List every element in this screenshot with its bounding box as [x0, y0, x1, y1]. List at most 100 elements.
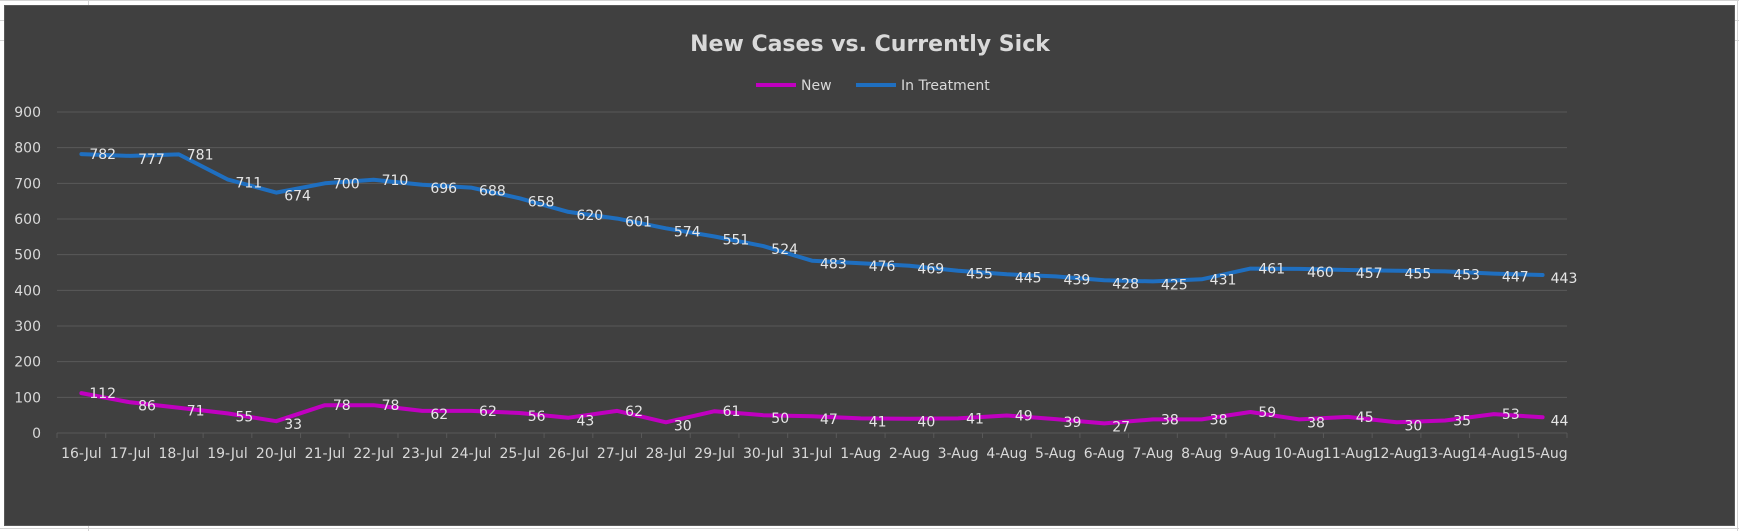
data-point-in-treatment[interactable]	[274, 191, 278, 195]
data-point-new[interactable]	[761, 413, 765, 417]
x-tick-label: 21-Jul	[305, 446, 346, 462]
data-point-new[interactable]	[810, 414, 814, 418]
data-point-new[interactable]	[1248, 410, 1252, 414]
data-point-new[interactable]	[1541, 415, 1545, 419]
series-lines	[79, 152, 1545, 426]
data-point-new[interactable]	[1395, 420, 1399, 424]
data-point-new[interactable]	[420, 409, 424, 413]
y-tick-label: 100	[14, 390, 41, 406]
data-point-new[interactable]	[518, 411, 522, 415]
data-point-new[interactable]	[128, 400, 132, 404]
data-point-in-treatment[interactable]	[128, 154, 132, 158]
data-point-in-treatment[interactable]	[615, 217, 619, 221]
data-point-new[interactable]	[225, 411, 229, 415]
data-point-in-treatment[interactable]	[1395, 269, 1399, 273]
legend-entry-in-treatment[interactable]: In Treatment	[856, 78, 990, 94]
data-point-new[interactable]	[1151, 417, 1155, 421]
data-point-new[interactable]	[566, 416, 570, 420]
data-point-new[interactable]	[907, 417, 911, 421]
data-point-in-treatment[interactable]	[1054, 274, 1058, 278]
data-point-in-treatment[interactable]	[1102, 278, 1106, 282]
x-tick-label: 14-Aug	[1469, 446, 1519, 462]
data-label-new: 78	[333, 398, 351, 414]
data-label-in-treatment: 711	[235, 175, 262, 191]
x-tick-label: 15-Aug	[1518, 446, 1568, 462]
data-point-new[interactable]	[1297, 417, 1301, 421]
data-point-in-treatment[interactable]	[420, 183, 424, 187]
data-point-new[interactable]	[1443, 419, 1447, 423]
x-tick-label: 8-Aug	[1181, 446, 1222, 462]
data-point-in-treatment[interactable]	[1297, 267, 1301, 271]
data-label-new: 30	[1405, 418, 1423, 434]
data-point-new[interactable]	[615, 409, 619, 413]
data-point-in-treatment[interactable]	[810, 259, 814, 263]
data-point-new[interactable]	[1054, 417, 1058, 421]
data-point-in-treatment[interactable]	[1443, 269, 1447, 273]
data-label-in-treatment: 696	[430, 181, 457, 197]
legend-entry-new[interactable]: New	[756, 78, 832, 94]
x-tick-label: 31-Jul	[792, 446, 833, 462]
data-point-in-treatment[interactable]	[956, 269, 960, 273]
data-point-in-treatment[interactable]	[177, 152, 181, 156]
data-point-new[interactable]	[664, 420, 668, 424]
data-point-new[interactable]	[1005, 414, 1009, 418]
data-label-in-treatment: 674	[284, 189, 311, 205]
data-point-in-treatment[interactable]	[1200, 277, 1204, 281]
data-point-in-treatment[interactable]	[79, 152, 83, 156]
data-point-in-treatment[interactable]	[225, 177, 229, 181]
data-point-new[interactable]	[956, 416, 960, 420]
data-point-in-treatment[interactable]	[1492, 272, 1496, 276]
data-label-new: 38	[1210, 412, 1228, 428]
legend[interactable]: New In Treatment	[756, 78, 990, 94]
data-point-in-treatment[interactable]	[859, 261, 863, 265]
data-point-in-treatment[interactable]	[761, 244, 765, 248]
data-point-in-treatment[interactable]	[713, 234, 717, 238]
x-tick-label: 25-Jul	[499, 446, 540, 462]
data-point-new[interactable]	[177, 406, 181, 410]
series-line-in-treatment[interactable]	[79, 152, 1545, 284]
data-label-in-treatment: 469	[917, 262, 944, 278]
data-point-new[interactable]	[1346, 415, 1350, 419]
y-tick-label: 0	[32, 426, 41, 442]
data-point-in-treatment[interactable]	[664, 226, 668, 230]
data-point-in-treatment[interactable]	[566, 210, 570, 214]
y-gridlines	[57, 111, 1567, 434]
data-point-in-treatment[interactable]	[1005, 272, 1009, 276]
data-label-in-treatment: 455	[966, 267, 993, 283]
data-point-new[interactable]	[859, 416, 863, 420]
data-point-in-treatment[interactable]	[1248, 267, 1252, 271]
data-point-in-treatment[interactable]	[372, 178, 376, 182]
data-point-in-treatment[interactable]	[1541, 273, 1545, 277]
data-label-new: 27	[1112, 419, 1130, 435]
x-tick-label: 22-Jul	[353, 446, 394, 462]
data-point-new[interactable]	[469, 409, 473, 413]
data-point-in-treatment[interactable]	[907, 264, 911, 268]
data-point-in-treatment[interactable]	[1151, 279, 1155, 283]
chart-area[interactable]: New Cases vs. Currently Sick New In Trea…	[4, 5, 1735, 526]
x-tick-label: 13-Aug	[1420, 446, 1470, 462]
line-chart: New Cases vs. Currently Sick New In Trea…	[14, 32, 1577, 462]
data-point-in-treatment[interactable]	[518, 196, 522, 200]
chart-title: New Cases vs. Currently Sick	[690, 32, 1051, 57]
data-point-new[interactable]	[713, 409, 717, 413]
data-point-new[interactable]	[323, 403, 327, 407]
data-point-new[interactable]	[79, 391, 83, 395]
data-point-in-treatment[interactable]	[323, 181, 327, 185]
data-label-new: 45	[1356, 410, 1374, 426]
series-line-new[interactable]	[79, 391, 1545, 426]
data-point-new[interactable]	[1200, 417, 1204, 421]
data-label-in-treatment: 524	[771, 242, 798, 258]
data-point-in-treatment[interactable]	[469, 186, 473, 190]
x-tick-label: 9-Aug	[1230, 446, 1271, 462]
data-label-in-treatment: 483	[820, 257, 847, 273]
data-label-in-treatment: 781	[187, 147, 214, 163]
data-point-new[interactable]	[372, 403, 376, 407]
data-label-new: 35	[1453, 414, 1471, 430]
data-label-new: 43	[576, 414, 594, 430]
data-point-new[interactable]	[274, 419, 278, 423]
data-point-new[interactable]	[1492, 412, 1496, 416]
data-point-in-treatment[interactable]	[1346, 268, 1350, 272]
data-point-new[interactable]	[1102, 421, 1106, 425]
x-tick-label: 3-Aug	[938, 446, 979, 462]
data-label-in-treatment: 700	[333, 176, 360, 192]
